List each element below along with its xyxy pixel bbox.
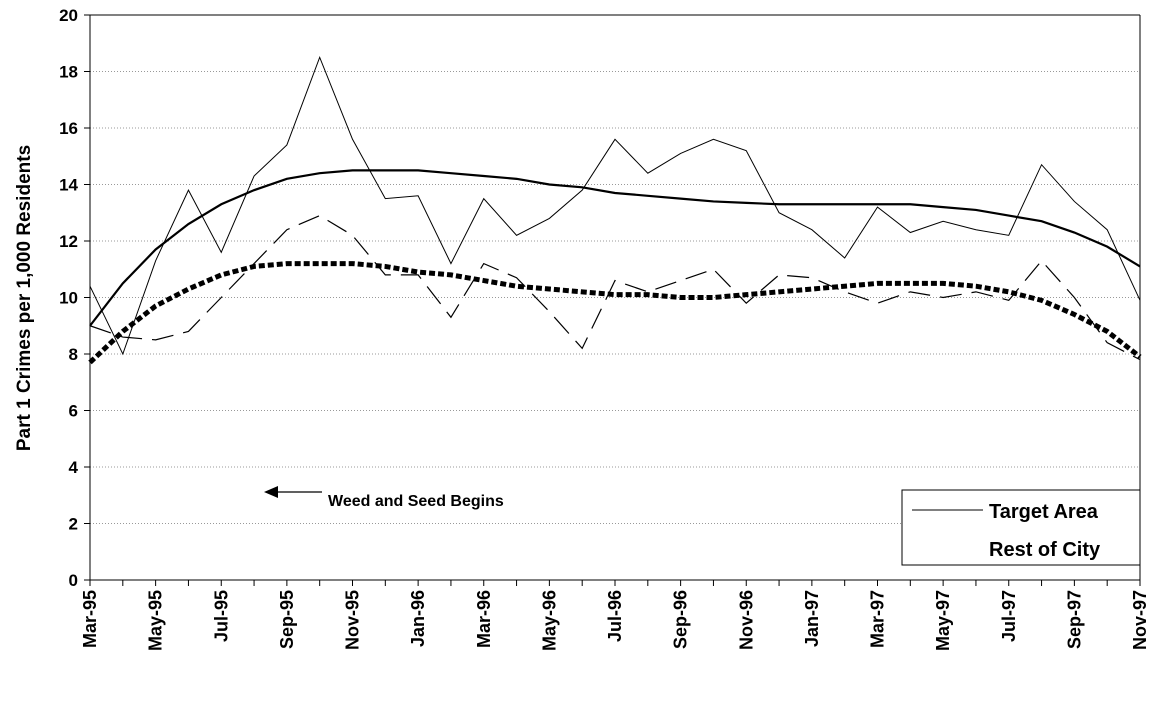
x-tick-label: May-95 — [146, 590, 166, 651]
legend-label: Target Area — [989, 501, 1099, 523]
x-tick-label: Mar-95 — [80, 590, 100, 648]
x-tick-label: Nov-96 — [736, 590, 756, 650]
x-tick-label: Nov-97 — [1130, 590, 1150, 650]
x-tick-label: Sep-95 — [277, 590, 297, 649]
x-tick-label: Sep-97 — [1064, 590, 1084, 649]
trend-line — [89, 169, 1141, 327]
x-tick-label: Jul-95 — [211, 590, 231, 642]
legend-label: Rest of City — [989, 539, 1101, 561]
x-tick-label: Jul-96 — [605, 590, 625, 642]
series-line — [89, 55, 1141, 356]
y-tick-label: 20 — [59, 6, 78, 25]
x-tick-label: Jan-96 — [408, 590, 428, 647]
y-tick-label: 8 — [69, 345, 78, 364]
y-axis-label: Part 1 Crimes per 1,000 Residents — [14, 145, 35, 451]
y-tick-label: 18 — [59, 63, 78, 82]
y-tick-label: 10 — [59, 289, 78, 308]
y-tick-label: 14 — [59, 176, 78, 195]
y-tick-label: 6 — [69, 402, 78, 421]
legend-box — [901, 489, 1141, 566]
x-tick-label: Nov-95 — [343, 590, 363, 650]
trend-line — [88, 261, 1142, 365]
annotation: Weed and Seed Begins — [328, 493, 504, 510]
x-tick-label: Mar-97 — [868, 590, 888, 648]
series-line — [89, 214, 1141, 361]
annotation-arrowhead — [264, 486, 278, 498]
x-tick-label: Jul-97 — [999, 590, 1019, 642]
x-tick-label: May-96 — [539, 590, 559, 651]
x-tick-label: May-97 — [933, 590, 953, 651]
y-tick-label: 0 — [69, 571, 78, 590]
y-tick-label: 2 — [69, 515, 78, 534]
x-tick-label: Mar-96 — [474, 590, 494, 648]
y-tick-label: 4 — [69, 458, 79, 477]
x-tick-label: Jan-97 — [802, 590, 822, 647]
x-tick-label: Sep-96 — [671, 590, 691, 649]
y-tick-label: 12 — [59, 232, 78, 251]
y-tick-label: 16 — [59, 119, 78, 138]
